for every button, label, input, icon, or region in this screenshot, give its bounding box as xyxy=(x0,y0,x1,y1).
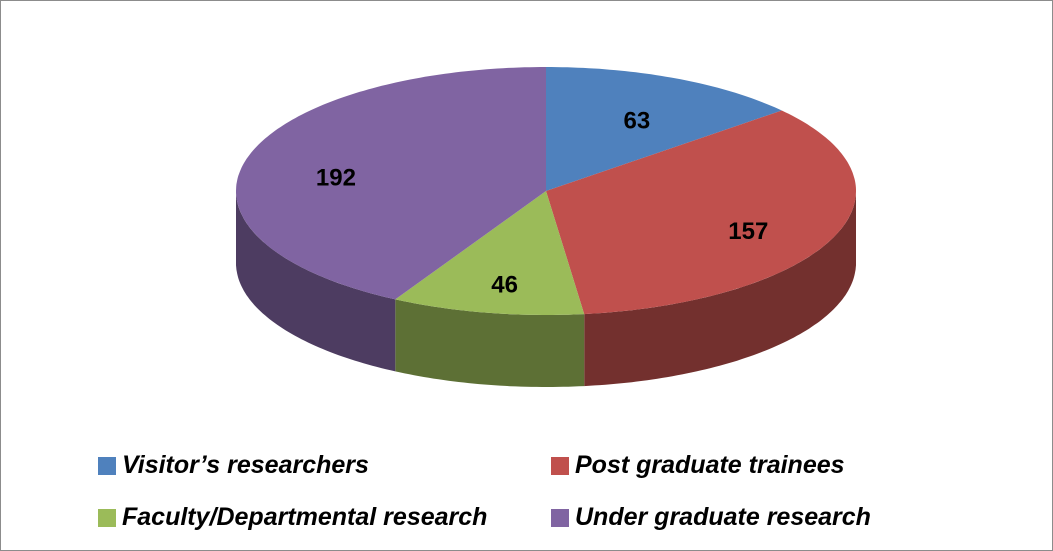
data-label: 157 xyxy=(728,218,768,245)
legend-entry: Visitor’s researchers xyxy=(98,451,369,480)
legend-swatch xyxy=(98,508,116,527)
legend-label: Post graduate trainees xyxy=(575,451,845,479)
data-label: 192 xyxy=(316,165,356,192)
pie-side xyxy=(584,191,856,387)
pie-side xyxy=(236,191,396,372)
pie-slice xyxy=(546,110,856,315)
legend-swatch xyxy=(551,508,569,527)
legend-swatch xyxy=(98,456,116,475)
legend-swatch xyxy=(551,456,569,475)
legend-label: Under graduate research xyxy=(575,503,871,531)
legend-label: Visitor’s researchers xyxy=(122,451,369,479)
pie-slice xyxy=(546,67,782,191)
legend-entry: Faculty/Departmental research xyxy=(98,503,487,532)
legend-label: Faculty/Departmental research xyxy=(122,503,488,531)
pie-side xyxy=(395,299,585,387)
legend-entry: Under graduate research xyxy=(551,503,871,532)
data-label: 46 xyxy=(491,272,518,299)
data-label: 63 xyxy=(624,108,651,135)
pie-slice xyxy=(395,191,585,315)
legend-entry: Post graduate trainees xyxy=(551,451,845,480)
pie-slice xyxy=(236,67,546,300)
